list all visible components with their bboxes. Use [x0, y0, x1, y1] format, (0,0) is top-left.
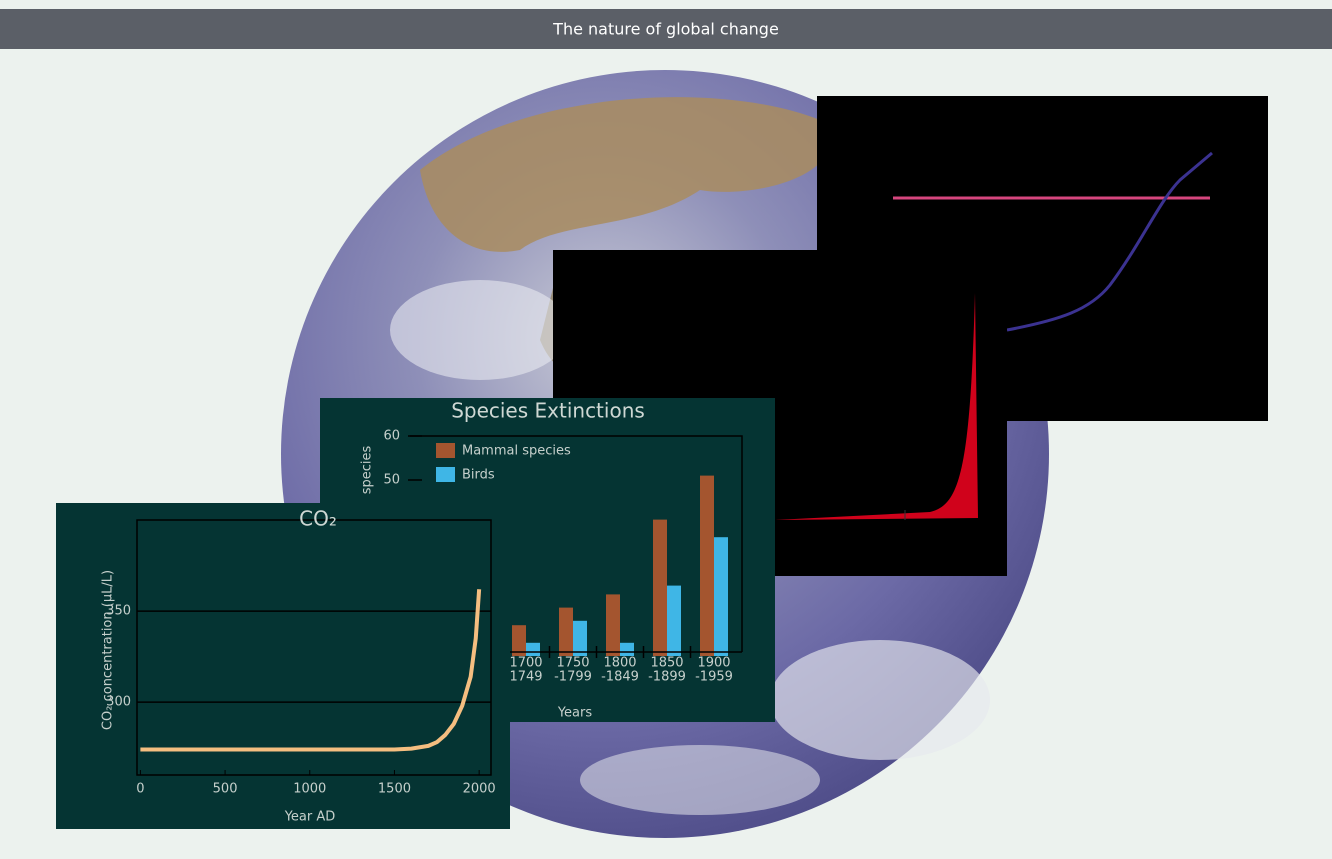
- x-tick-label: 2000: [463, 782, 496, 797]
- bar: [653, 519, 667, 656]
- x-tick-label: 1850: [650, 656, 683, 671]
- x-axis-label: Year AD: [284, 810, 336, 825]
- bar: [559, 607, 573, 656]
- bar: [700, 475, 714, 656]
- legend-label: Mammal species: [462, 444, 571, 459]
- x-tick-label: 1900: [697, 656, 730, 671]
- header-bar: [0, 9, 1332, 49]
- bar: [512, 625, 526, 656]
- bar: [526, 642, 540, 656]
- y-tick-label: 60: [383, 429, 400, 444]
- x-tick-label: -1899: [648, 670, 686, 685]
- legend-swatch: [436, 443, 455, 458]
- y-axis-label: CO₂ concentration (µL/L): [101, 570, 116, 730]
- x-tick-label: 1000: [293, 782, 326, 797]
- bar: [606, 594, 620, 656]
- legend-swatch: [436, 467, 455, 482]
- chart-title: CO₂: [299, 507, 337, 531]
- x-tick-label: 500: [213, 782, 238, 797]
- x-tick-label: 0: [136, 782, 144, 797]
- x-tick-label: -1959: [695, 670, 733, 685]
- x-tick-label: 1700: [509, 656, 542, 671]
- bar: [620, 642, 634, 656]
- bar: [714, 537, 728, 656]
- x-tick-label: -1849: [601, 670, 639, 685]
- header-title: The nature of global change: [552, 20, 779, 39]
- y-tick-label: 300: [106, 695, 131, 710]
- data-line: [140, 589, 482, 752]
- plot-frame: [410, 435, 743, 652]
- bar: [667, 585, 681, 656]
- co2-panel: CO₂ 300 350 0 500 1000 1500 2000 Year AD CO₂ conc…: [56, 503, 510, 829]
- x-tick-label: 1750: [556, 656, 589, 671]
- y-tick-label: 50: [383, 473, 400, 488]
- x-tick-label: 1800: [603, 656, 636, 671]
- bar: [573, 620, 587, 656]
- x-tick-label: 1749: [509, 670, 542, 685]
- x-axis-label: Years: [557, 706, 593, 721]
- legend-label: Birds: [462, 468, 495, 483]
- plot-frame: [136, 519, 492, 776]
- y-tick-label: 350: [106, 604, 131, 619]
- x-tick-label: 1500: [378, 782, 411, 797]
- y-axis-label: species: [360, 446, 375, 495]
- chart-title: Species Extinctions: [451, 399, 645, 423]
- x-tick-label: -1799: [554, 670, 592, 685]
